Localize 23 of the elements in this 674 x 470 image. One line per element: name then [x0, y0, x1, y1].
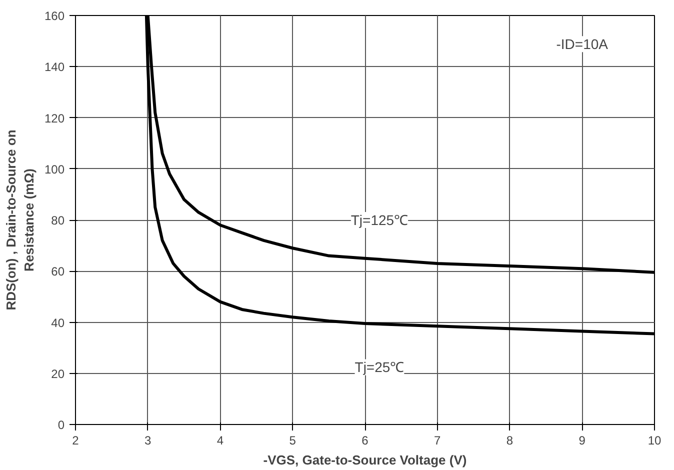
x-axis-title: -VGS, Gate-to-Source Voltage (V) [263, 452, 467, 468]
x-tick-label: 3 [144, 434, 152, 448]
y-tick-label: 140 [44, 60, 65, 74]
annotation: -ID=10A [556, 36, 609, 52]
x-tick-label: 9 [578, 434, 586, 448]
annotation: Tj=125℃ [350, 212, 408, 228]
x-tick-label: 6 [362, 434, 369, 448]
x-tick-label: 8 [506, 434, 514, 448]
x-tick-label: 10 [648, 434, 662, 448]
y-tick-label: 80 [51, 214, 65, 228]
annotation: Tj=25℃ [354, 359, 404, 376]
y-tick-label: 20 [51, 366, 65, 381]
x-tick-label: 4 [216, 434, 224, 448]
y-tick-label: 120 [44, 111, 65, 126]
y-tick-label: 60 [51, 264, 65, 279]
x-tick-label: 5 [289, 434, 296, 448]
y-tick-label: 160 [44, 9, 65, 23]
y-tick-label: 0 [58, 418, 65, 432]
y-tick-label: 100 [44, 162, 65, 176]
x-tick-label: 2 [72, 434, 80, 448]
y-axis-title: RDS(on) , Drain-to-Source on Resistance (mΩ) [3, 130, 36, 310]
x-tick-label: 7 [434, 434, 442, 448]
y-tick-label: 40 [51, 316, 65, 330]
